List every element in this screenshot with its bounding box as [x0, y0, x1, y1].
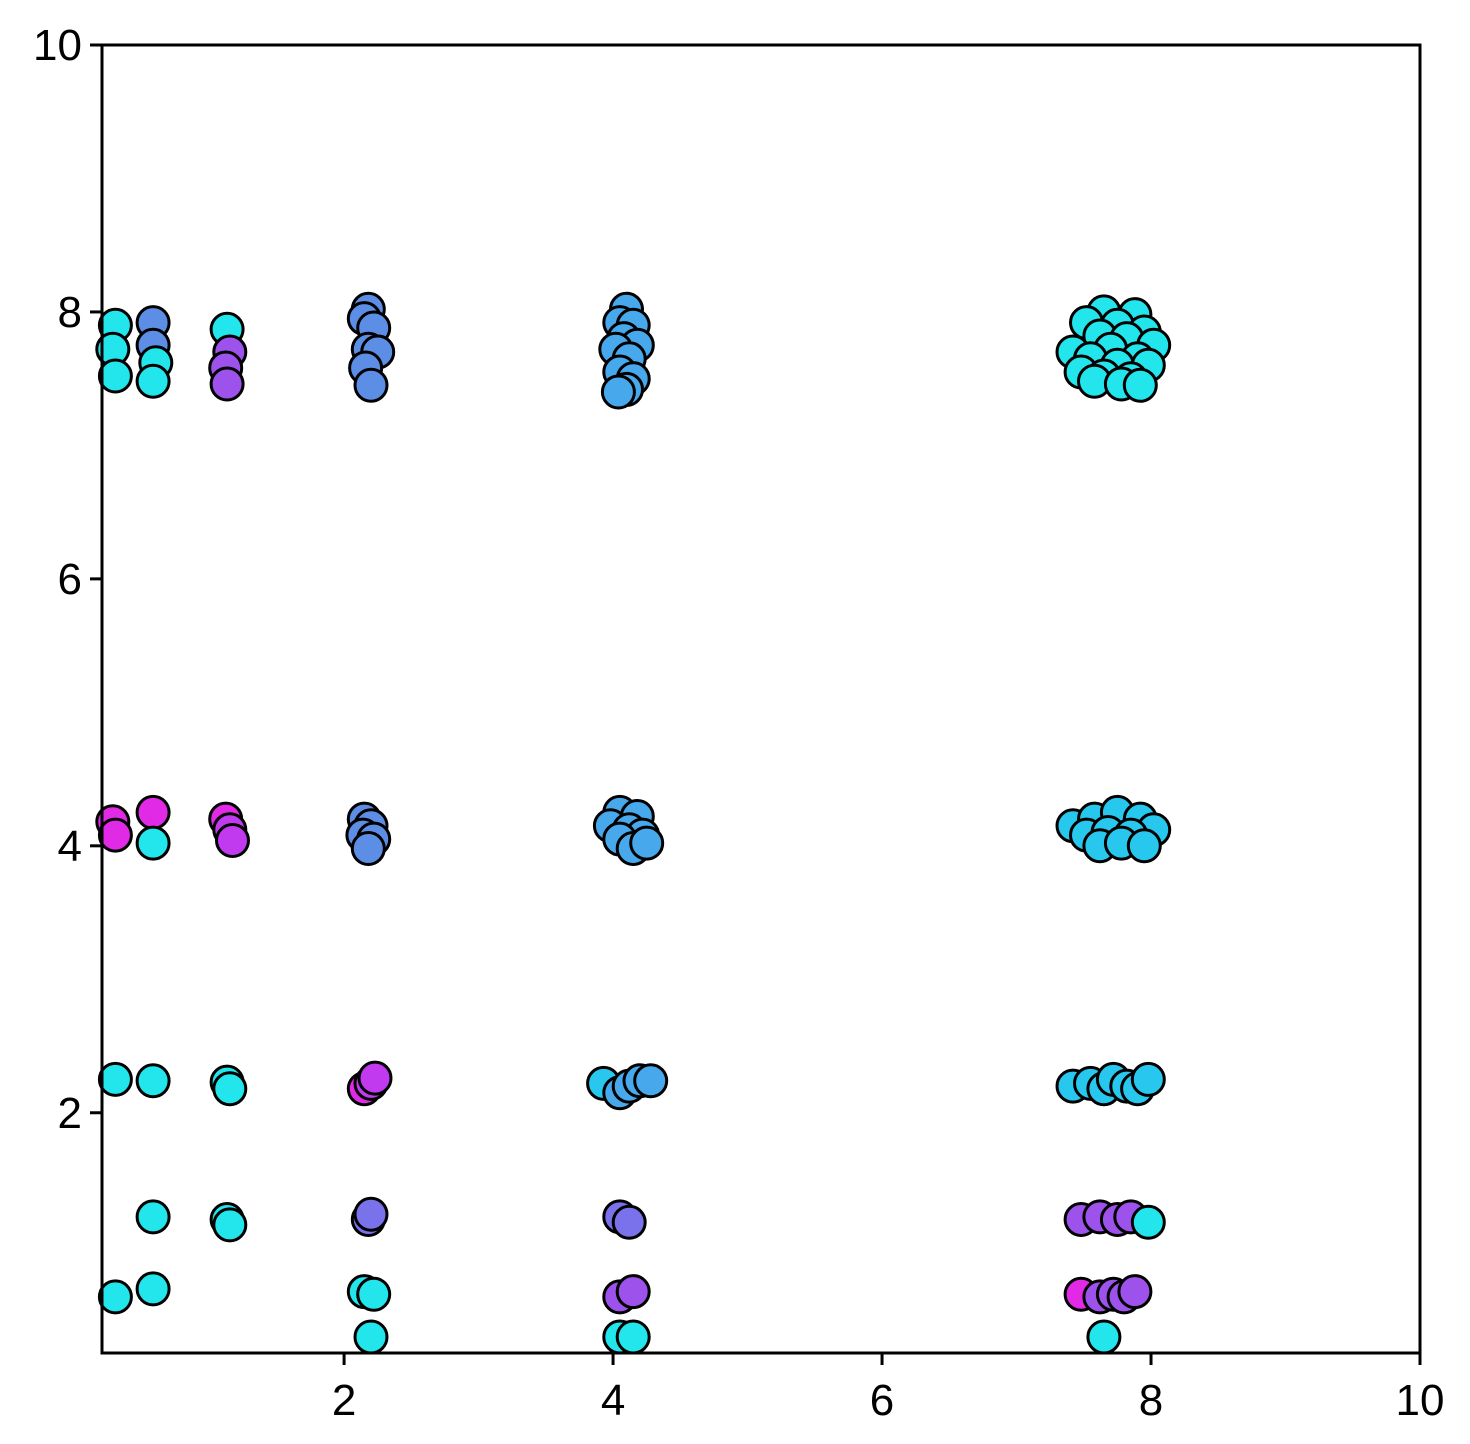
scatter-point: [633, 1063, 669, 1099]
x-tick-label: 6: [870, 1376, 894, 1425]
scatter-point: [135, 1271, 171, 1307]
scatter-point: [629, 825, 665, 861]
scatter-point: [353, 367, 389, 403]
scatter-point: [97, 817, 133, 853]
scatter-point: [353, 1319, 389, 1355]
scatter-point: [600, 374, 636, 410]
scatter-point: [611, 1204, 647, 1240]
scatter-point: [97, 1061, 133, 1097]
scatter-point: [357, 1060, 393, 1096]
x-tick-label: 8: [1139, 1376, 1163, 1425]
y-tick-label: 6: [58, 555, 82, 604]
x-tick-label: 2: [332, 1376, 356, 1425]
scatter-point: [209, 366, 245, 402]
scatter-point: [135, 363, 171, 399]
scatter-point: [356, 1276, 392, 1312]
y-tick-label: 4: [58, 822, 82, 871]
scatter-point: [353, 1196, 389, 1232]
scatter-point: [135, 1199, 171, 1235]
scatter-point: [135, 825, 171, 861]
scatter-point: [135, 1063, 171, 1099]
y-tick-label: 8: [58, 288, 82, 337]
scatter-point: [1086, 1319, 1122, 1355]
scatter-point: [212, 1207, 248, 1243]
x-axis: 2 4 6 8 10: [332, 1353, 1445, 1425]
y-tick-label: 10: [33, 21, 82, 70]
y-tick-label: 2: [58, 1089, 82, 1138]
plot-area-frame: [100, 43, 1422, 1355]
x-tick-label: 10: [1396, 1376, 1445, 1425]
scatter-point: [1130, 1204, 1166, 1240]
scatter-point: [1130, 1061, 1166, 1097]
scatter-point: [615, 1319, 651, 1355]
x-tick-label: 4: [601, 1376, 625, 1425]
scatter-point: [1122, 367, 1158, 403]
scatter-point: [350, 831, 386, 866]
scatter-point: [97, 358, 133, 394]
scatter-point: [135, 794, 171, 830]
y-axis: 2 4 6 8 10: [33, 21, 102, 1138]
scatter-point: [215, 823, 250, 858]
scatter-point: [212, 1071, 248, 1107]
scatter-point: [97, 1279, 133, 1315]
scatter-point: [1126, 828, 1162, 864]
scatter-point: [615, 1274, 651, 1310]
scatter-points: [95, 291, 1172, 1355]
scatter-point: [1117, 1274, 1153, 1310]
